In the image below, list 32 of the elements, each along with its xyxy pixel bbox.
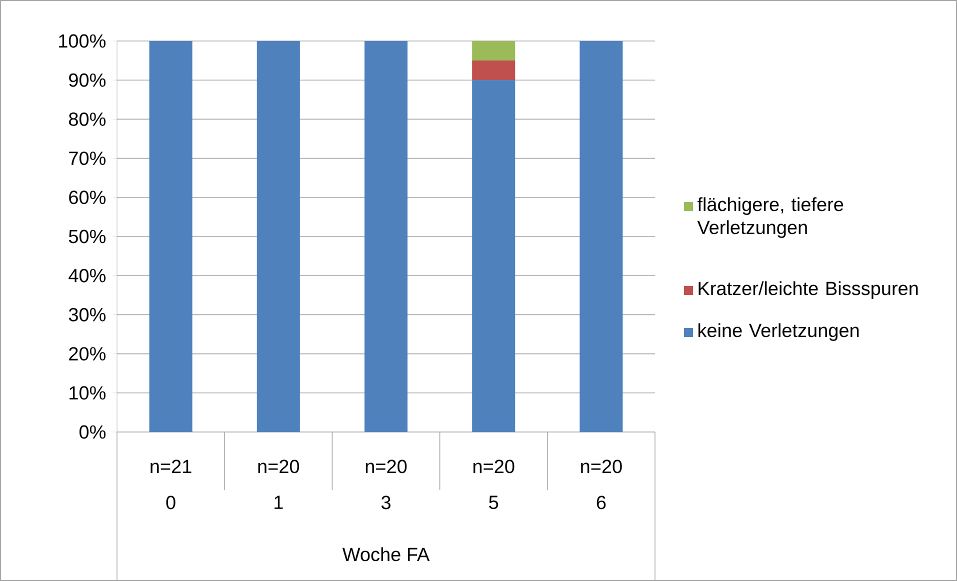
bar (364, 40, 408, 432)
text: n=21 (150, 460, 192, 473)
bar (256, 40, 300, 432)
bar (472, 40, 516, 60)
y-tick-label: 80% (69, 112, 106, 126)
x-tick-label: 6 (596, 496, 606, 510)
y-tick-label: 0% (79, 425, 106, 439)
y-tick-label: 30% (68, 308, 106, 322)
x-axis-title: Woche FA (342, 547, 430, 561)
y-tick-label: 10% (70, 386, 106, 400)
text: n=20 (258, 460, 300, 473)
legend-label: Kratzer/leichte Bissspuren (698, 281, 918, 299)
legend-label: keine Verletzungen (698, 323, 859, 341)
bar (580, 40, 623, 432)
text: n=20 (581, 460, 622, 473)
legend-label: flächigere, tiefere Verletzungen (697, 197, 844, 238)
x-tick-label: 1 (274, 496, 283, 509)
y-tick-label: 100% (59, 34, 106, 48)
bar (149, 40, 192, 432)
bar (472, 60, 516, 80)
y-tick-label: 50% (68, 230, 106, 244)
text: n=20 (473, 460, 514, 473)
bar (472, 80, 516, 432)
x-tick-label: 3 (381, 496, 390, 510)
y-tick-label: 70% (69, 151, 106, 165)
x-tick-label: 5 (489, 496, 498, 509)
y-tick-label: 40% (68, 268, 106, 282)
text: n=20 (366, 460, 407, 473)
y-tick-label: 90% (69, 73, 106, 87)
y-tick-label: 20% (69, 346, 106, 360)
x-tick-label: 0 (166, 496, 176, 510)
y-tick-label: 60% (69, 190, 106, 204)
